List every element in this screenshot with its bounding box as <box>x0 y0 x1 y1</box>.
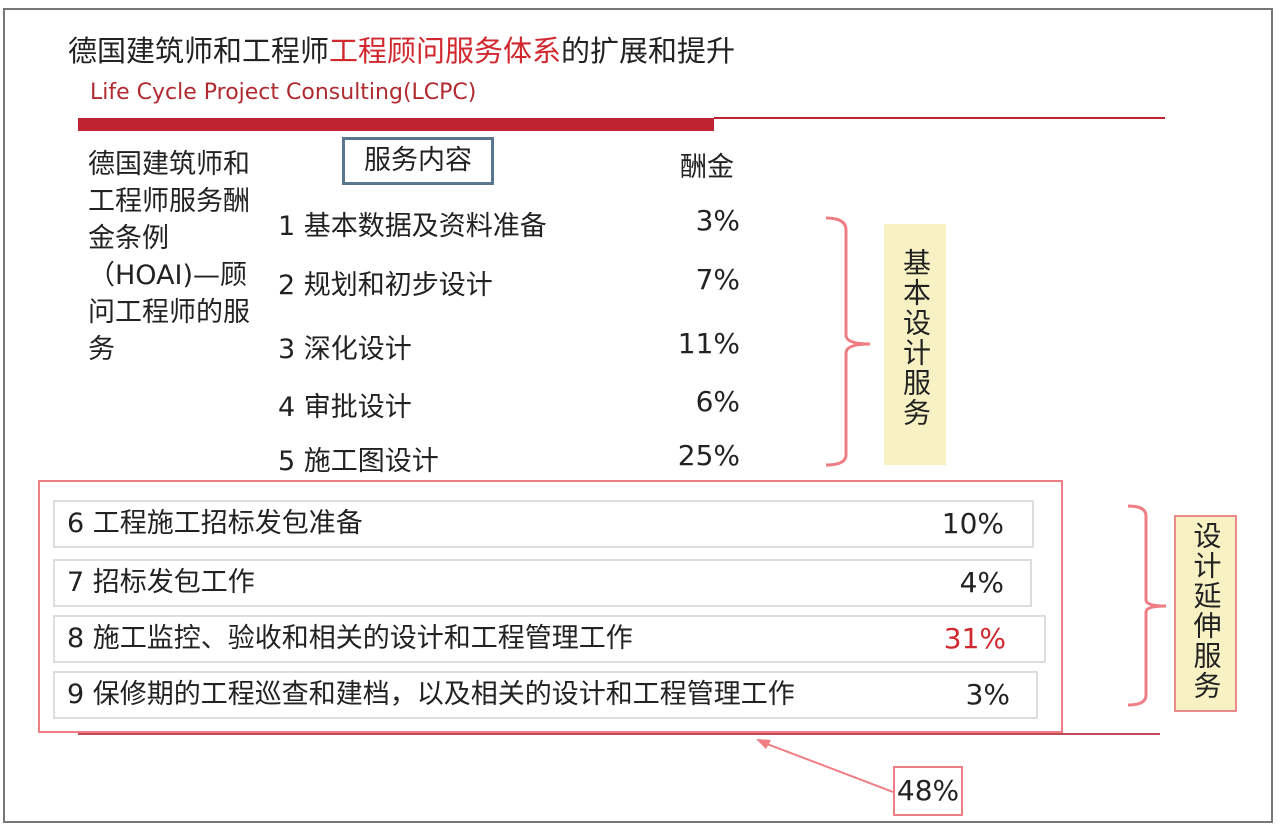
extended-row-9: 9 保修期的工程巡查和建档，以及相关的设计和工程管理工作 3% <box>53 671 1038 719</box>
extended-item-fee: 4% <box>959 566 1004 599</box>
brace-basic <box>825 216 871 467</box>
group-extended-label: 设计延伸服务 <box>1174 515 1237 712</box>
title-part3: 的扩展和提升 <box>561 34 736 68</box>
extended-row-7: 7 招标发包工作 4% <box>53 559 1032 607</box>
services-header: 服务内容 <box>342 137 494 185</box>
bottom-rule <box>78 733 1160 735</box>
arrow-head-icon <box>756 739 771 749</box>
slide-title: 德国建筑师和工程师工程顾问服务体系的扩展和提升 <box>68 28 735 70</box>
slide-frame <box>3 8 1273 823</box>
arrow-line <box>761 741 894 793</box>
extended-row-8: 8 施工监控、验收和相关的设计和工程管理工作 31% <box>53 615 1046 663</box>
extended-item-fee: 10% <box>941 507 1004 540</box>
extended-item-label: 9 保修期的工程巡查和建档，以及相关的设计和工程管理工作 <box>67 679 795 710</box>
basic-item-3: 3 深化设计 <box>278 334 412 365</box>
group-basic-label: 基本设计服务 <box>884 224 946 465</box>
fee-header: 酬金 <box>680 152 734 183</box>
basic-fee-1: 3% <box>695 204 740 237</box>
title-rule <box>714 117 1165 119</box>
basic-fee-2: 7% <box>695 263 740 296</box>
title-part1: 德国建筑师和工程师 <box>68 34 330 68</box>
extended-services-box <box>38 480 1063 733</box>
extended-item-label: 8 施工监控、验收和相关的设计和工程管理工作 <box>67 623 633 654</box>
basic-fee-3: 11% <box>677 327 740 360</box>
title-highlight: 工程顾问服务体系 <box>329 34 562 68</box>
basic-item-4: 4 审批设计 <box>278 392 412 423</box>
basic-fee-5: 25% <box>677 439 740 472</box>
title-bar <box>78 118 714 131</box>
basic-fee-4: 6% <box>695 385 740 418</box>
hoai-label: 德国建筑师和工程师服务酬金条例（HOAI)—顾问工程师的服务 <box>88 149 250 365</box>
basic-item-1: 1 基本数据及资料准备 <box>278 211 547 242</box>
basic-item-2: 2 规划和初步设计 <box>278 270 493 301</box>
extended-row-6: 6 工程施工招标发包准备 10% <box>53 500 1034 548</box>
basic-item-5: 5 施工图设计 <box>278 446 439 477</box>
brace-extended <box>1127 504 1167 707</box>
extended-item-fee: 3% <box>965 678 1010 711</box>
extended-item-label: 7 招标发包工作 <box>67 567 255 598</box>
subtitle: Life Cycle Project Consulting(LCPC) <box>90 80 477 105</box>
extended-item-label: 6 工程施工招标发包准备 <box>67 508 363 539</box>
extended-item-fee: 31% <box>943 622 1006 655</box>
extended-total: 48% <box>893 766 963 816</box>
